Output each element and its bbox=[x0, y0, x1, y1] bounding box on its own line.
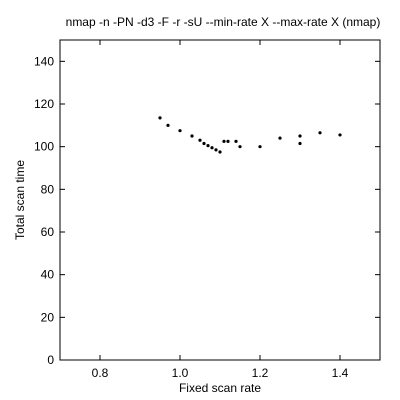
y-tick-label: 20 bbox=[41, 310, 55, 324]
data-point bbox=[214, 148, 218, 152]
y-tick-label: 80 bbox=[41, 182, 55, 196]
data-point bbox=[226, 139, 230, 143]
y-tick-label: 100 bbox=[34, 140, 54, 154]
y-axis-label: Total scan time bbox=[13, 160, 27, 240]
data-point bbox=[238, 145, 242, 149]
data-point bbox=[318, 131, 322, 135]
y-tick-label: 40 bbox=[41, 268, 55, 282]
data-point bbox=[158, 116, 162, 120]
x-axis: 0.8 1.0 1.2 1.4 bbox=[92, 40, 349, 380]
data-point bbox=[166, 123, 170, 127]
x-tick-label: 1.2 bbox=[252, 366, 269, 380]
data-point bbox=[338, 133, 342, 137]
data-point bbox=[278, 136, 282, 140]
y-tick-label: 120 bbox=[34, 97, 54, 111]
data-point bbox=[234, 139, 238, 143]
data-point bbox=[210, 146, 214, 150]
y-tick-label: 0 bbox=[47, 353, 54, 367]
y-axis: 0 20 40 60 80 100 120 140 bbox=[34, 54, 380, 367]
data-point bbox=[190, 134, 194, 138]
x-tick-label: 0.8 bbox=[92, 366, 109, 380]
data-point bbox=[206, 144, 210, 148]
x-tick-label: 1.4 bbox=[332, 366, 349, 380]
y-tick-label: 140 bbox=[34, 54, 54, 68]
data-point bbox=[222, 139, 226, 143]
data-point bbox=[258, 145, 262, 149]
data-points bbox=[158, 116, 342, 154]
plot-frame bbox=[59, 39, 381, 361]
x-axis-label: Fixed scan rate bbox=[179, 381, 261, 395]
y-tick-label: 60 bbox=[41, 225, 55, 239]
data-point bbox=[298, 134, 302, 138]
data-point bbox=[298, 141, 302, 146]
chart-title: nmap -n -PN -d3 -F -r -sU --min-rate X -… bbox=[66, 15, 381, 29]
x-tick-label: 1.0 bbox=[172, 366, 189, 380]
data-point bbox=[218, 150, 222, 154]
data-point bbox=[178, 129, 182, 133]
data-point bbox=[202, 141, 206, 146]
data-point bbox=[198, 138, 202, 142]
